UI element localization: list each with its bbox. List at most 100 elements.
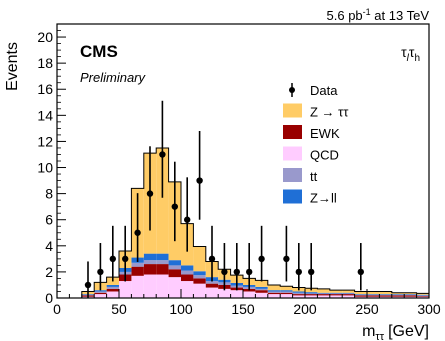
bar-ewk-6 (143, 264, 157, 275)
bar-ewk-17 (280, 292, 293, 295)
legend-label-z-ll: Z→ll (310, 191, 337, 206)
legend-label-qcd: QCD (310, 148, 339, 163)
bar-z-ll-21 (329, 292, 343, 294)
data-point-15 (283, 255, 290, 263)
bar-qcd-12 (218, 288, 231, 298)
bar-qcd-16 (267, 294, 281, 298)
bar-qcd-27 (404, 296, 417, 298)
data-point-0 (84, 281, 92, 289)
x-tick-label-0: 0 (53, 301, 61, 317)
bar-ewk-28 (416, 296, 429, 297)
legend-marker-data (289, 87, 295, 93)
bar-tt-20 (317, 293, 330, 295)
bar-ewk-23 (354, 295, 367, 297)
x-tick-label-100: 100 (169, 301, 193, 317)
x-tick-label-200: 200 (293, 301, 317, 317)
x-tick-label-150: 150 (231, 301, 255, 317)
bar-z-ll-16 (267, 290, 281, 292)
bar-ewk-5 (131, 266, 144, 276)
bar-qcd-14 (243, 291, 256, 298)
bar-qcd-20 (317, 295, 330, 298)
data-point-11 (221, 268, 228, 276)
bar-qcd-21 (329, 295, 343, 298)
y-tick-label-18: 18 (37, 55, 53, 71)
bar-z-24 (367, 291, 380, 295)
bar-z-20 (317, 288, 330, 293)
y-axis-title: Events (4, 42, 21, 91)
bar-ewk-9 (181, 274, 194, 282)
bar-tt-7 (156, 260, 169, 265)
bar-tt-23 (354, 294, 367, 296)
bar-qcd-23 (354, 296, 367, 298)
bar-z-ll-6 (143, 253, 157, 261)
bar-qcd-8 (168, 277, 181, 298)
bar-z-ll-17 (280, 290, 293, 292)
bar-ewk-2 (94, 292, 107, 295)
bar-qcd-2 (94, 294, 107, 298)
legend-label-z: Z → ττ (310, 105, 349, 120)
channel-tau-h-sub: h (414, 53, 420, 64)
x-axis-title: mττ [GeV] (362, 323, 429, 341)
bar-z-ll-26 (391, 294, 405, 295)
bar-z-ll-27 (404, 294, 417, 295)
x-axis-title-sub: ττ (375, 331, 384, 341)
bar-z-26 (391, 292, 405, 295)
bar-qcd-15 (255, 292, 268, 298)
bar-ewk-24 (367, 295, 380, 297)
status-label: Preliminary (80, 70, 147, 85)
bar-qcd-5 (131, 275, 144, 298)
data-point-14 (258, 255, 265, 263)
bar-tt-21 (329, 293, 343, 295)
bar-tt-17 (280, 291, 293, 293)
x-axis-title-main: m (362, 323, 375, 340)
bar-z-ll-28 (416, 294, 429, 296)
data-point-2 (109, 255, 117, 263)
bar-ewk-10 (193, 278, 206, 284)
bar-tt-9 (181, 270, 194, 275)
bar-ewk-26 (391, 295, 405, 297)
data-point-18 (357, 268, 364, 276)
bar-tt-15 (255, 288, 268, 291)
bar-tt-6 (143, 260, 157, 265)
bar-tt-3 (106, 286, 119, 289)
channel-tau-l: τ (401, 44, 407, 60)
bar-z-27 (404, 292, 417, 295)
bar-tt-16 (267, 291, 281, 293)
bar-ewk-11 (205, 283, 219, 288)
bar-z-ll-7 (156, 253, 169, 261)
bar-tt-27 (404, 294, 417, 296)
data-point-6 (159, 151, 166, 158)
data-point-3 (122, 255, 129, 263)
legend-label-ewk: EWK (310, 126, 340, 141)
bar-tt-10 (193, 275, 206, 279)
bar-qcd-22 (342, 295, 355, 298)
bar-qcd-7 (156, 274, 169, 298)
data-point-8 (184, 216, 191, 223)
legend-label-tt: tt (310, 169, 318, 184)
bar-z-ll-8 (168, 260, 181, 266)
bar-qcd-28 (416, 296, 429, 298)
bar-qcd-10 (193, 283, 206, 298)
bar-ewk-27 (404, 295, 417, 297)
bar-z-15 (255, 280, 268, 287)
bar-z-ll-23 (354, 294, 367, 295)
bar-tt-11 (205, 281, 219, 284)
bar-tt-24 (367, 294, 380, 296)
bar-z-22 (342, 290, 355, 293)
bar-z-7 (156, 147, 169, 254)
x-tick-label-300: 300 (417, 301, 441, 317)
data-point-16 (295, 268, 302, 276)
y-tick-label-2: 2 (45, 264, 53, 280)
y-tick-label-6: 6 (45, 212, 53, 228)
bar-tt-5 (131, 262, 144, 267)
bar-qcd-13 (230, 290, 243, 298)
channel-tau-h: τ (409, 44, 415, 60)
y-tick-label-0: 0 (45, 290, 53, 306)
data-point-5 (146, 190, 154, 197)
bar-qcd-6 (143, 274, 157, 298)
bar-z-ll-18 (292, 291, 305, 293)
bar-qcd-9 (181, 281, 194, 298)
tick-labels: 0 50 100 150 200 250 300 0 2 4 6 8 10 12 14 16 18 20 (37, 29, 440, 317)
bar-tt-22 (342, 293, 355, 295)
bar-tt-19 (305, 293, 318, 295)
